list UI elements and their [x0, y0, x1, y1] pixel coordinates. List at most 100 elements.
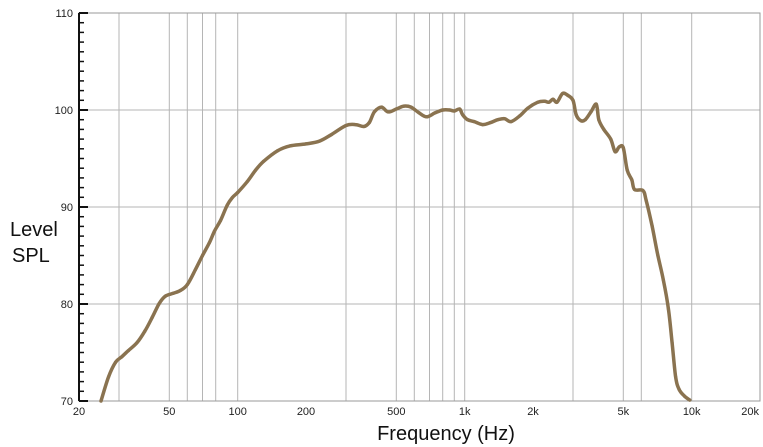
data-point — [472, 120, 476, 124]
data-point — [254, 168, 258, 172]
data-point — [602, 127, 606, 131]
y-axis-title-line-1: Level — [10, 219, 58, 241]
data-point — [583, 118, 587, 122]
data-point — [458, 107, 462, 111]
data-point — [650, 224, 654, 228]
data-point — [99, 399, 103, 403]
y-tick-label: 110 — [55, 8, 73, 20]
data-point — [379, 105, 384, 109]
x-tick-label: 2k — [527, 406, 539, 418]
data-point — [452, 109, 456, 113]
data-point — [409, 105, 413, 109]
series-layer — [99, 91, 692, 403]
data-point — [157, 302, 161, 306]
x-tick-label: 10k — [683, 406, 701, 418]
data-point — [114, 360, 118, 364]
x-tick-label: 100 — [229, 406, 247, 418]
data-point — [543, 99, 547, 103]
data-point — [503, 117, 507, 121]
response-curve-line — [99, 91, 692, 403]
x-tick-label: 50 — [163, 406, 175, 418]
grid-lines — [79, 13, 760, 401]
data-point — [433, 111, 437, 115]
data-point — [526, 106, 530, 110]
data-point — [178, 288, 183, 292]
data-point — [330, 132, 334, 136]
data-point — [536, 100, 540, 104]
data-point — [670, 341, 674, 345]
x-tick-label: 200 — [297, 406, 315, 418]
data-point — [613, 150, 617, 154]
data-point — [571, 98, 575, 102]
data-point — [625, 168, 629, 172]
data-point — [688, 398, 692, 402]
y-tick-label: 80 — [61, 299, 73, 311]
data-point — [304, 142, 308, 146]
y-axis-title-line-2: SPL — [12, 245, 50, 267]
data-point — [448, 108, 452, 112]
data-point — [231, 195, 235, 199]
x-tick-label: 500 — [387, 406, 405, 418]
data-point — [200, 253, 205, 258]
data-point — [386, 110, 390, 114]
data-point — [488, 121, 493, 125]
data-point — [212, 229, 216, 233]
data-point — [143, 329, 147, 333]
data-point — [163, 294, 167, 298]
data-point — [225, 203, 229, 207]
data-point — [107, 375, 111, 379]
data-point — [466, 118, 470, 122]
data-point — [674, 375, 678, 379]
data-point — [594, 102, 598, 106]
data-point — [394, 107, 398, 111]
data-point — [481, 123, 485, 127]
data-point — [666, 307, 671, 311]
data-point — [150, 316, 154, 320]
data-point — [574, 113, 578, 117]
data-point — [656, 253, 660, 258]
data-point — [566, 93, 570, 97]
data-point — [135, 341, 139, 345]
y-tick-label: 70 — [61, 396, 73, 408]
data-point — [207, 241, 211, 245]
data-point — [644, 198, 648, 202]
data-point — [509, 120, 513, 124]
data-point — [630, 178, 634, 182]
data-point — [362, 124, 366, 129]
data-point — [171, 291, 175, 295]
data-point — [417, 111, 421, 115]
data-point — [461, 113, 465, 117]
data-point — [193, 268, 197, 272]
data-point — [245, 180, 249, 184]
data-point — [682, 394, 687, 398]
data-point — [632, 187, 637, 192]
data-point — [441, 108, 445, 112]
x-tick-label: 5k — [617, 406, 629, 418]
data-point — [126, 349, 130, 353]
y-axis-ticks — [79, 12, 88, 402]
data-point — [425, 115, 429, 119]
data-point — [561, 91, 565, 96]
data-point — [185, 283, 189, 287]
data-point — [318, 139, 322, 143]
x-tick-labels: 20 50 100 200 500 1k 2k 5k 10k 20k — [73, 406, 760, 418]
data-point — [609, 137, 613, 141]
data-point — [236, 190, 240, 195]
x-tick-label: 20 — [73, 406, 85, 418]
data-point — [344, 123, 348, 128]
data-point — [641, 188, 645, 193]
data-point — [547, 100, 551, 104]
y-tick-label: 90 — [61, 202, 73, 214]
data-point — [551, 97, 555, 101]
data-point — [288, 144, 292, 148]
data-point — [120, 354, 124, 358]
data-point — [218, 219, 223, 223]
x-axis-title: Frequency (Hz) — [377, 423, 515, 445]
data-point — [276, 149, 280, 153]
data-point — [661, 278, 665, 282]
x-tick-label: 20k — [741, 406, 759, 418]
data-point — [261, 159, 266, 163]
data-point — [353, 123, 357, 127]
data-point — [677, 387, 681, 391]
